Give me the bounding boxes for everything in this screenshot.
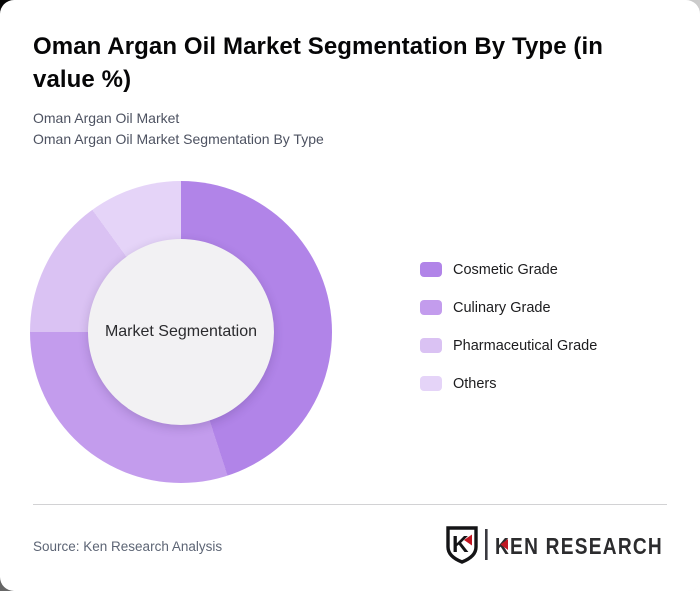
legend-swatch bbox=[420, 376, 442, 391]
shield-icon: K bbox=[446, 526, 478, 564]
donut-center-label: Market Segmentation bbox=[104, 323, 258, 340]
legend-swatch bbox=[420, 262, 442, 277]
subtitle-block: Oman Argan Oil Market Oman Argan Oil Mar… bbox=[33, 108, 324, 150]
shield-letter: K bbox=[452, 531, 469, 557]
legend: Cosmetic Grade Culinary Grade Pharmaceutic… bbox=[420, 261, 598, 392]
donut-hole: Market Segmentation bbox=[88, 239, 274, 425]
legend-swatch bbox=[420, 338, 442, 353]
subtitle-line-2: Oman Argan Oil Market Segmentation By Ty… bbox=[33, 131, 324, 147]
legend-item: Cosmetic Grade bbox=[420, 261, 597, 278]
ken-research-logo: K KEN RESEARCH bbox=[446, 526, 663, 564]
legend-label: Others bbox=[453, 375, 497, 392]
source-text: Source: Ken Research Analysis bbox=[33, 539, 223, 554]
shield-red-wedge bbox=[464, 534, 472, 546]
donut-chart: Market Segmentation bbox=[30, 181, 332, 483]
logo-divider-bar bbox=[485, 529, 488, 560]
legend-item: Culinary Grade bbox=[420, 299, 597, 316]
logo-k-red-wedge bbox=[500, 539, 508, 550]
legend-item: Others bbox=[420, 375, 597, 392]
legend-item: Pharmaceutical Grade bbox=[420, 337, 598, 354]
footer-divider bbox=[33, 504, 667, 505]
subtitle-line-1: Oman Argan Oil Market bbox=[33, 110, 180, 126]
logo-text: KEN RESEARCH bbox=[495, 533, 663, 559]
legend-label: Culinary Grade bbox=[453, 299, 551, 316]
legend-label: Cosmetic Grade bbox=[453, 261, 558, 278]
legend-label: Pharmaceutical Grade bbox=[453, 337, 598, 354]
page-title: Oman Argan Oil Market Segmentation By Ty… bbox=[33, 33, 604, 93]
legend-swatch bbox=[420, 300, 442, 315]
